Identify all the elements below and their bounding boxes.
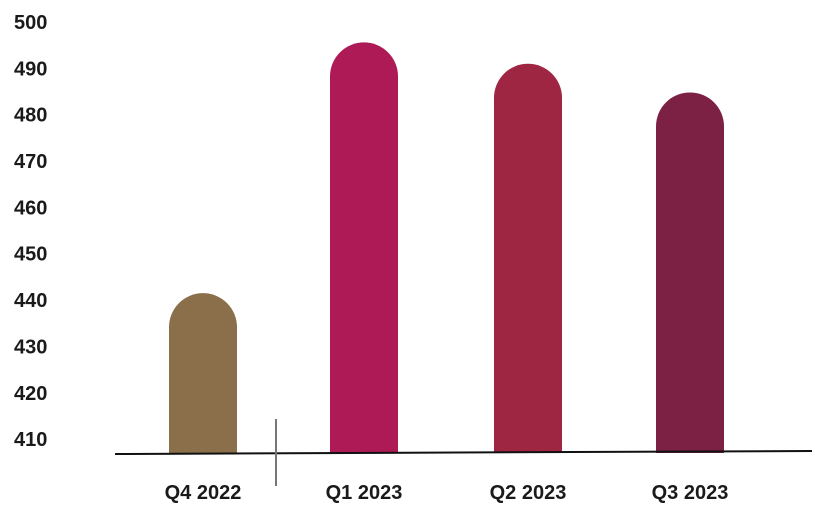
bars — [169, 42, 724, 454]
y-tick-label: 430 — [14, 336, 47, 358]
bar-q3-2023 — [656, 92, 724, 454]
bar-q4-2022 — [169, 293, 237, 453]
y-tick-label: 470 — [14, 151, 47, 173]
y-tick-label: 410 — [14, 429, 47, 451]
y-axis-ticks: 410 420 430 440 450 460 470 480 490 500 — [14, 12, 47, 451]
y-tick-label: 440 — [14, 290, 47, 312]
bar-q2-2023 — [494, 63, 562, 453]
y-tick-label: 450 — [14, 244, 47, 266]
bar-q1-2023 — [330, 42, 398, 454]
x-axis-labels: Q4 2022 Q1 2023 Q2 2023 Q3 2023 — [165, 482, 729, 504]
y-tick-label: 490 — [14, 58, 47, 80]
x-tick-label: Q2 2023 — [490, 482, 567, 504]
y-tick-label: 480 — [14, 105, 47, 127]
x-tick-label: Q1 2023 — [326, 482, 403, 504]
y-tick-label: 460 — [14, 197, 47, 219]
x-axis-baseline — [114, 450, 813, 455]
y-tick-label: 420 — [14, 383, 47, 405]
x-tick-label: Q3 2023 — [652, 482, 729, 504]
x-tick-label: Q4 2022 — [165, 482, 242, 504]
y-tick-label: 500 — [14, 12, 47, 34]
